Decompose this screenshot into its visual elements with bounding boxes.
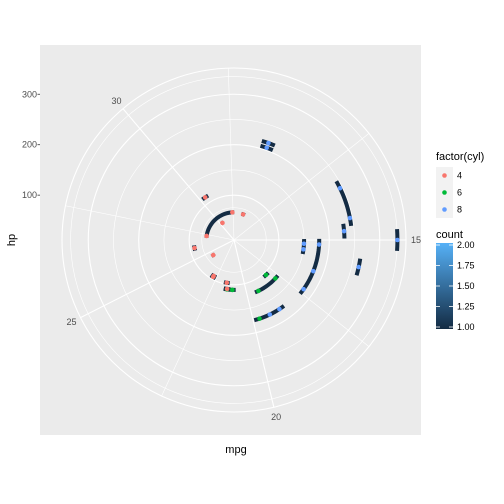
count-colorbar xyxy=(436,243,453,329)
radius-tick-label: 200 xyxy=(22,140,37,150)
theta-tick-label: 25 xyxy=(67,317,77,327)
radius-tick-labels: 100 200 300 xyxy=(22,89,40,200)
data-point xyxy=(210,274,216,280)
data-point xyxy=(192,245,197,251)
data-point xyxy=(301,241,307,247)
color-legend-entries: 4 6 8 xyxy=(436,167,462,218)
y-axis-title: hp xyxy=(6,234,18,246)
data-point xyxy=(311,268,316,274)
data-point xyxy=(273,276,278,281)
data-point xyxy=(301,286,306,292)
data-point xyxy=(230,210,235,215)
data-point xyxy=(256,288,261,294)
legend-point-swatch xyxy=(442,190,447,195)
data-point xyxy=(277,306,282,312)
count-segment xyxy=(204,210,235,238)
count-legend-label: 2.00 xyxy=(457,240,475,250)
count-legend-label: 1.50 xyxy=(457,281,475,291)
count-legend-title: count xyxy=(436,229,463,241)
count-legend-labels: 2.00 1.75 1.50 1.25 1.00 xyxy=(436,240,475,332)
theta-tick-label: 30 xyxy=(111,96,121,106)
legend: factor(cyl) 4 6 8 count 2.00 1.75 1.50 1.25 1.… xyxy=(436,151,484,332)
angular-grid-line xyxy=(233,133,370,241)
data-point xyxy=(202,195,208,200)
legend-label: 8 xyxy=(457,205,462,215)
data-point xyxy=(267,312,273,317)
legend-label: 4 xyxy=(457,171,462,181)
x-axis-title: mpg xyxy=(225,444,246,456)
data-point xyxy=(337,185,343,191)
data-point xyxy=(230,287,235,293)
data-point xyxy=(316,242,322,247)
color-legend-title: factor(cyl) xyxy=(436,151,484,163)
data-points xyxy=(192,140,400,321)
angular-grid-line xyxy=(80,239,235,319)
theta-tick-label: 15 xyxy=(411,235,421,245)
data-point xyxy=(257,316,262,321)
data-point xyxy=(210,252,216,258)
radius-tick-label: 300 xyxy=(22,89,37,99)
data-point xyxy=(224,280,230,286)
count-legend-label: 1.25 xyxy=(457,302,475,312)
legend-point-swatch xyxy=(442,173,447,178)
data-point xyxy=(395,237,400,243)
data-point xyxy=(263,272,269,278)
data-point xyxy=(301,247,306,252)
count-legend-label: 1.00 xyxy=(457,322,475,332)
data-point xyxy=(341,228,347,234)
radius-tick-label: 100 xyxy=(22,190,37,200)
data-point xyxy=(264,145,270,151)
legend-point-swatch xyxy=(442,207,447,212)
data-point xyxy=(266,140,271,146)
data-point xyxy=(356,264,361,270)
count-segment xyxy=(298,238,322,295)
theta-tick-labels: 15 20 25 30 xyxy=(67,96,421,422)
count-segment xyxy=(300,239,307,255)
data-point xyxy=(347,215,353,221)
count-legend-label: 1.75 xyxy=(457,261,475,271)
data-point xyxy=(204,233,209,239)
theta-tick-label: 20 xyxy=(271,412,281,422)
data-point xyxy=(220,220,225,226)
data-point xyxy=(240,212,246,217)
angular-grid-line xyxy=(233,239,275,408)
angular-grid-line xyxy=(161,239,235,397)
data-point xyxy=(224,286,230,292)
legend-label: 6 xyxy=(457,188,462,198)
